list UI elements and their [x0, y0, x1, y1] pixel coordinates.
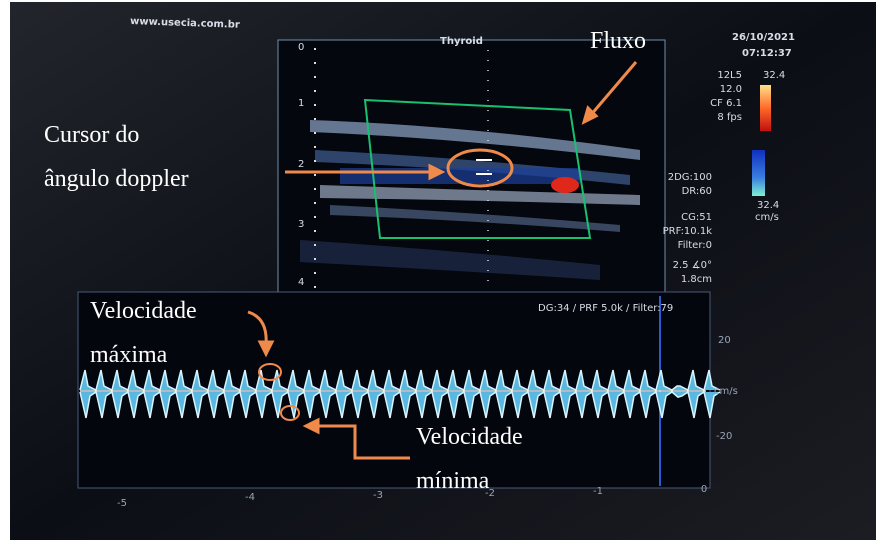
color-param: 8 fps [717, 112, 742, 123]
y-tick-label: cm/s [714, 386, 738, 397]
depth-label: 3 [298, 219, 304, 230]
scale-bottom: 32.4 [757, 200, 779, 211]
image-param: 1.8cm [681, 274, 712, 285]
x-tick-label: -4 [245, 492, 255, 503]
preset: Thyroid [440, 36, 483, 47]
color-param: CF 6.1 [710, 98, 742, 109]
image-param: CG:51 [681, 212, 712, 223]
annotation: ângulo doppler [44, 166, 189, 192]
y-tick-label: -20 [716, 431, 732, 442]
annotation: Fluxo [590, 28, 646, 54]
image-param: 2DG:100 [668, 172, 712, 183]
screenshot: www.usecia.com.br Thyroid 26/10/2021 07:… [0, 0, 886, 547]
color-bar [752, 150, 765, 196]
date: 26/10/2021 [732, 32, 795, 43]
image-param: DR:60 [682, 186, 712, 197]
scale-unit: cm/s [755, 212, 779, 223]
depth-label: 0 [298, 42, 304, 53]
depth-label: 2 [298, 159, 304, 170]
color-param: 12L5 [717, 70, 742, 81]
x-tick-label: -3 [373, 490, 383, 501]
image-param: Filter:0 [678, 240, 712, 251]
color-param: 12.0 [720, 84, 742, 95]
depth-label: 4 [298, 277, 304, 288]
x-tick-label: 0 [701, 484, 707, 495]
scale-top: 32.4 [763, 70, 785, 81]
annotation: mínima [416, 468, 490, 494]
image-param: 2.5 ∡0° [673, 260, 712, 271]
image-param: PRF:10.1k [663, 226, 713, 237]
x-tick-label: -1 [593, 486, 603, 497]
depth-label: 1 [298, 98, 304, 109]
annotation: Cursor do [44, 122, 139, 148]
annotation: máxima [90, 342, 168, 368]
y-tick-label: 20 [718, 335, 731, 346]
x-tick-label: -5 [117, 498, 127, 509]
color-bar [760, 85, 771, 131]
b-mode-image [278, 40, 665, 293]
annotation: Velocidade [416, 424, 523, 450]
spectral-header: DG:34 / PRF 5.0k / Filter:79 [538, 303, 673, 314]
time: 07:12:37 [742, 48, 792, 59]
annotation: Velocidade [90, 298, 197, 324]
